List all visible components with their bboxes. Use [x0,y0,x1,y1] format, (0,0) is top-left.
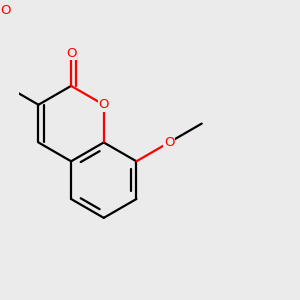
Text: O: O [66,47,76,60]
Text: O: O [98,98,109,111]
Text: O: O [1,4,11,17]
Text: O: O [164,136,174,149]
